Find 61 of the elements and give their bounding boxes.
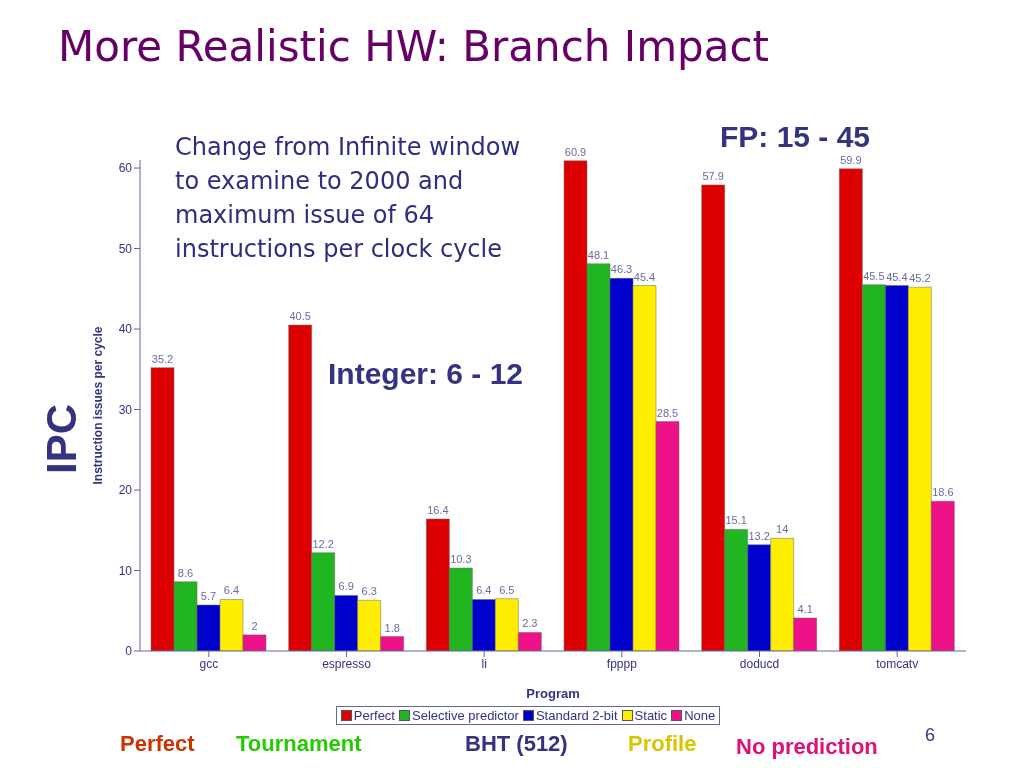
data-label: 6.9 <box>338 580 354 593</box>
data-label: 46.3 <box>610 263 633 276</box>
data-label: 1.8 <box>384 621 400 634</box>
data-label: 45.4 <box>633 270 656 283</box>
y-tick-label: 20 <box>118 483 133 498</box>
text: BHT (512) <box>465 731 568 757</box>
data-label: 12.2 <box>312 537 334 550</box>
text: FP: 15 - 45 <box>720 120 871 154</box>
legend-label: Selective predictor <box>411 708 519 723</box>
data-label: 6.4 <box>223 584 240 597</box>
annotation: Change from Infinite window to examine to 2000 and maximum issue of 64 instructions per clock cycle <box>175 132 522 265</box>
y-tick-label: 60 <box>118 161 133 176</box>
text: IPC <box>37 403 86 476</box>
data-label: 4.1 <box>797 603 813 615</box>
text: No prediction <box>736 734 878 760</box>
data-label: 6.3 <box>361 585 377 598</box>
data-label: 13.2 <box>748 529 770 542</box>
annotation: Integer: 6 - 12 <box>328 357 524 391</box>
x-tick-label: espresso <box>322 656 372 671</box>
data-label: 28.5 <box>656 406 679 419</box>
text: 6 <box>925 725 936 746</box>
data-label: 48.1 <box>587 248 610 261</box>
data-label: 57.9 <box>702 169 724 182</box>
data-label: 40.5 <box>289 310 311 323</box>
data-label: 2.3 <box>522 617 538 630</box>
x-tick-label: fpppp <box>606 656 638 671</box>
y-tick-label: 40 <box>118 322 133 337</box>
legend-label: Standard 2-bit <box>534 708 618 723</box>
text: Perfect <box>120 731 195 757</box>
legend-label: Perfect <box>352 708 395 723</box>
x-tick-label: tomcatv <box>876 656 919 671</box>
data-label: 10.3 <box>450 553 472 566</box>
y-tick-label: 10 <box>118 563 133 578</box>
x-tick-label: li <box>481 656 487 671</box>
text: Tournament <box>236 731 362 757</box>
text: Profile <box>628 731 697 757</box>
data-label: 45.5 <box>863 269 885 282</box>
data-label: 59.9 <box>840 153 862 166</box>
y-tick-label: 30 <box>118 402 133 417</box>
y-axis-title: Instruction issues per cycle <box>91 326 106 485</box>
data-label: 16.4 <box>427 503 449 516</box>
x-tick-label: gcc <box>199 656 219 671</box>
data-label: 8.6 <box>177 566 194 579</box>
data-label: 15.1 <box>725 514 747 527</box>
data-label: 14 <box>776 523 789 536</box>
data-label: 6.5 <box>499 583 515 596</box>
x-tick-label: doducd <box>739 656 780 671</box>
data-label: 60.9 <box>564 145 587 158</box>
data-label: 5.7 <box>200 590 217 603</box>
x-axis-title: Program <box>526 686 580 701</box>
data-label: 45.2 <box>909 272 931 285</box>
data-label: 18.6 <box>932 486 954 499</box>
y-tick-label: 0 <box>125 644 133 659</box>
data-label: 45.4 <box>886 270 908 283</box>
chart-title: More Realistic HW: Branch Impact <box>58 22 770 71</box>
legend-label: Static <box>633 708 668 723</box>
data-label: 35.2 <box>151 352 174 365</box>
data-label: 6.4 <box>476 584 492 597</box>
y-tick-label: 50 <box>118 241 133 256</box>
legend-label: None <box>683 708 716 723</box>
data-label: 2 <box>251 619 258 632</box>
